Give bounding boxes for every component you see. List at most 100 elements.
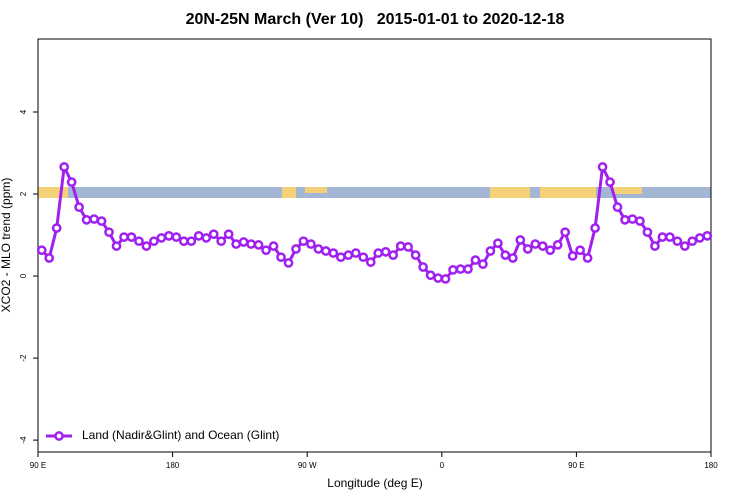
x-tick-label: 0	[440, 461, 445, 470]
x-axis-label: Longitude (deg E)	[327, 476, 422, 490]
data-point	[425, 270, 436, 281]
x-tick-label: 180	[166, 461, 180, 470]
data-point	[575, 245, 585, 256]
x-tick-label: 90 E	[30, 461, 46, 470]
data-point	[276, 252, 286, 263]
map-strip	[38, 187, 711, 198]
data-point	[283, 258, 294, 268]
land-patch	[540, 187, 596, 198]
data-point	[134, 236, 144, 247]
data-point	[590, 223, 600, 233]
data-point	[126, 232, 137, 242]
data-point	[612, 202, 623, 213]
data-point	[537, 241, 548, 251]
data-point	[627, 214, 638, 224]
data-point	[253, 240, 264, 250]
data-point	[687, 236, 698, 247]
data-point	[238, 237, 249, 247]
data-point	[268, 241, 279, 251]
data-point	[59, 162, 70, 172]
x-tick-label: 180	[704, 461, 718, 470]
data-point	[620, 215, 630, 225]
y-tick-label: 2	[19, 191, 28, 196]
data-point	[291, 244, 301, 254]
data-point	[448, 265, 458, 275]
data-point	[560, 227, 571, 238]
data-point	[635, 216, 645, 226]
data-point	[440, 274, 451, 284]
data-point	[507, 253, 518, 263]
data-point	[493, 238, 503, 249]
data-point	[74, 202, 84, 213]
data-point	[231, 239, 242, 249]
data-point	[81, 215, 92, 225]
data-point	[313, 244, 324, 254]
data-point	[186, 236, 197, 247]
data-point	[343, 250, 354, 260]
data-point	[261, 245, 271, 256]
legend-marker	[54, 431, 64, 441]
data-point	[455, 264, 466, 274]
data-point	[358, 252, 369, 263]
data-point	[694, 233, 705, 243]
data-point	[365, 257, 376, 267]
y-axis-label: XCO2 - MLO trend (ppm)	[0, 178, 13, 313]
data-point	[66, 177, 77, 187]
data-point	[208, 229, 219, 240]
data-point	[141, 241, 152, 251]
data-point	[216, 236, 227, 247]
land-patch	[612, 187, 642, 194]
data-point	[650, 241, 660, 251]
data-point	[246, 239, 256, 249]
data-point	[403, 242, 413, 252]
x-tick-label: 90 W	[298, 461, 317, 470]
data-point	[388, 250, 399, 260]
data-point	[433, 273, 443, 283]
y-tick-label: 0	[19, 273, 28, 278]
data-point	[36, 245, 47, 256]
plot-frame	[37, 38, 712, 453]
data-point	[702, 231, 713, 241]
land-patch	[282, 187, 296, 198]
data-point	[306, 239, 316, 249]
data-point	[605, 177, 615, 187]
data-point	[463, 264, 473, 274]
data-point	[104, 227, 114, 238]
data-point	[89, 214, 99, 224]
data-point	[171, 232, 182, 242]
data-point	[149, 236, 159, 247]
data-point	[96, 216, 107, 226]
data-point	[470, 255, 481, 265]
data-point	[223, 229, 234, 240]
data-point	[567, 251, 578, 261]
chart-title: 20N-25N March (Ver 10) 2015-01-01 to 202…	[186, 11, 565, 28]
data-point	[380, 247, 391, 257]
data-point	[485, 246, 496, 256]
data-point	[500, 250, 511, 260]
y-tick-label: -2	[19, 354, 28, 362]
data-point	[418, 262, 428, 272]
data-point	[665, 232, 675, 242]
data-point	[350, 248, 361, 258]
land-patch	[305, 187, 327, 193]
data-point	[328, 248, 339, 258]
data-point	[410, 250, 421, 260]
data-point	[657, 232, 668, 242]
data-point	[111, 241, 122, 251]
data-point	[478, 259, 488, 270]
data-point	[672, 236, 683, 247]
data-point	[545, 245, 556, 256]
ocean-band	[38, 187, 711, 198]
data-point	[679, 241, 690, 251]
y-tick-label: 4	[19, 109, 28, 114]
land-patch	[38, 187, 68, 198]
legend-label: Land (Nadir&Glint) and Ocean (Glint)	[82, 428, 279, 442]
data-point	[373, 248, 384, 258]
data-point	[336, 252, 346, 263]
data-point	[156, 233, 167, 243]
data-point	[321, 246, 331, 256]
data-point	[597, 162, 608, 172]
y-tick-label: -4	[19, 436, 28, 444]
data-point	[51, 223, 62, 233]
data-point	[395, 241, 406, 251]
